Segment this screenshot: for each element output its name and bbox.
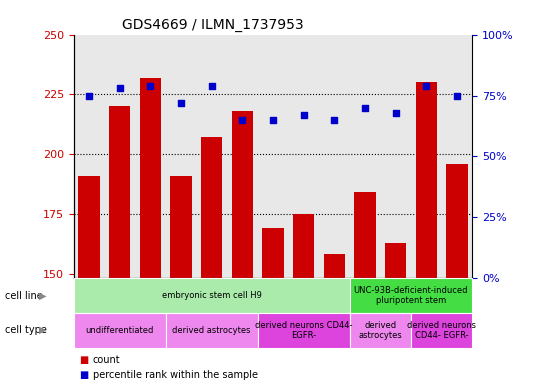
Text: embryonic stem cell H9: embryonic stem cell H9 <box>162 291 262 300</box>
Text: ▶: ▶ <box>39 291 47 301</box>
Point <box>207 83 216 89</box>
Bar <box>293 214 314 384</box>
Bar <box>385 243 406 384</box>
Point <box>177 100 186 106</box>
Text: derived
astrocytes: derived astrocytes <box>358 321 402 340</box>
Point <box>146 83 155 89</box>
Point <box>115 85 124 91</box>
Text: derived astrocytes: derived astrocytes <box>173 326 251 335</box>
Bar <box>416 83 437 384</box>
Bar <box>170 175 192 384</box>
Point <box>299 112 308 118</box>
Point <box>391 109 400 116</box>
Point <box>238 117 247 123</box>
Point <box>360 105 369 111</box>
Bar <box>446 164 468 384</box>
Text: derived neurons
CD44- EGFR-: derived neurons CD44- EGFR- <box>407 321 476 340</box>
Bar <box>78 175 100 384</box>
Text: count: count <box>93 354 121 365</box>
Bar <box>324 255 345 384</box>
Text: UNC-93B-deficient-induced
pluripotent stem: UNC-93B-deficient-induced pluripotent st… <box>354 286 468 305</box>
Text: percentile rank within the sample: percentile rank within the sample <box>93 370 258 380</box>
Text: cell type: cell type <box>5 325 48 335</box>
Bar <box>354 192 376 384</box>
Text: derived neurons CD44-
EGFR-: derived neurons CD44- EGFR- <box>255 321 352 340</box>
Point <box>422 83 431 89</box>
Point <box>85 93 93 99</box>
Bar <box>232 111 253 384</box>
Text: ▶: ▶ <box>39 325 47 335</box>
Bar <box>262 228 284 384</box>
Text: cell line: cell line <box>5 291 43 301</box>
Point <box>453 93 461 99</box>
Text: ■: ■ <box>79 354 88 365</box>
Text: GDS4669 / ILMN_1737953: GDS4669 / ILMN_1737953 <box>122 18 303 32</box>
Point <box>330 117 339 123</box>
Text: undifferentiated: undifferentiated <box>86 326 154 335</box>
Bar <box>201 137 222 384</box>
Text: ■: ■ <box>79 370 88 380</box>
Bar <box>140 78 161 384</box>
Point <box>269 117 277 123</box>
Bar <box>109 106 130 384</box>
